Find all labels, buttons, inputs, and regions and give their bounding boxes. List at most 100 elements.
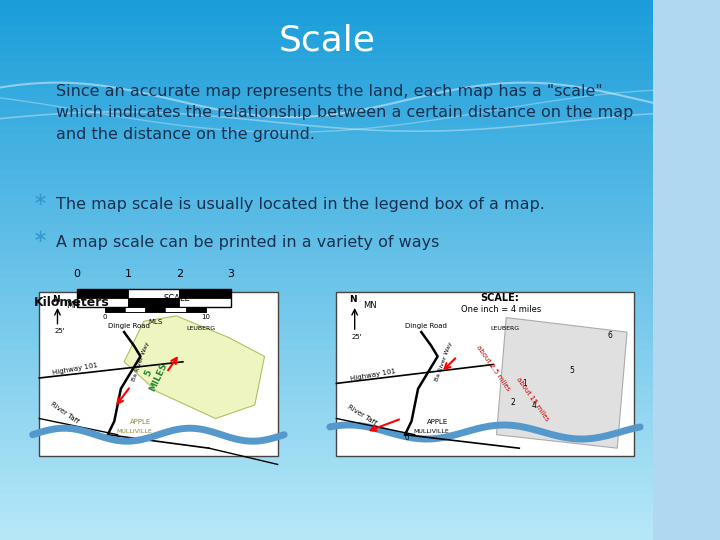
Text: SCALE:: SCALE: bbox=[480, 293, 519, 303]
Bar bbox=[0, 161, 653, 171]
Bar bbox=[0, 341, 653, 351]
Bar bbox=[0, 503, 653, 513]
Bar bbox=[166, 307, 186, 312]
Text: Highway 101: Highway 101 bbox=[349, 368, 396, 382]
Bar bbox=[0, 197, 653, 207]
Bar bbox=[0, 494, 653, 504]
Text: 25': 25' bbox=[54, 328, 65, 334]
Bar bbox=[0, 206, 653, 216]
Bar bbox=[0, 305, 653, 315]
Bar bbox=[77, 289, 230, 307]
Text: River Taff: River Taff bbox=[49, 401, 79, 425]
Bar bbox=[0, 125, 653, 135]
Text: MN: MN bbox=[363, 301, 377, 310]
Bar bbox=[125, 307, 145, 312]
Bar bbox=[0, 251, 653, 261]
Bar bbox=[0, 62, 653, 72]
Text: 25': 25' bbox=[351, 334, 362, 340]
Bar bbox=[0, 107, 653, 117]
Bar bbox=[0, 179, 653, 189]
Text: APPLE: APPLE bbox=[130, 419, 151, 425]
Text: about 2.5 miles: about 2.5 miles bbox=[475, 345, 511, 393]
Bar bbox=[77, 298, 128, 307]
Bar bbox=[0, 98, 653, 108]
Bar bbox=[0, 89, 653, 99]
Bar bbox=[0, 395, 653, 405]
Text: 3: 3 bbox=[227, 269, 234, 279]
Text: Highway 101: Highway 101 bbox=[53, 362, 99, 376]
Bar bbox=[0, 422, 653, 432]
Text: MN: MN bbox=[66, 301, 80, 310]
Text: LEUBERG: LEUBERG bbox=[186, 327, 215, 332]
Bar bbox=[0, 170, 653, 180]
Text: Kilometers: Kilometers bbox=[34, 296, 109, 309]
Bar bbox=[128, 289, 179, 298]
Bar bbox=[0, 116, 653, 126]
Bar bbox=[0, 296, 653, 306]
Bar bbox=[0, 35, 653, 45]
Bar bbox=[0, 440, 653, 450]
Bar bbox=[0, 404, 653, 414]
Text: Scale: Scale bbox=[278, 23, 375, 57]
Bar bbox=[0, 44, 653, 54]
Bar bbox=[0, 485, 653, 495]
Bar bbox=[0, 215, 653, 225]
Text: A map scale can be printed in a variety of ways: A map scale can be printed in a variety … bbox=[55, 235, 439, 250]
Bar bbox=[0, 386, 653, 396]
Text: The map scale is usually located in the legend box of a map.: The map scale is usually located in the … bbox=[55, 197, 544, 212]
Text: Dingle Road: Dingle Road bbox=[405, 323, 447, 329]
Bar bbox=[0, 287, 653, 297]
Bar bbox=[0, 332, 653, 342]
Text: 0: 0 bbox=[102, 314, 107, 320]
Text: 1: 1 bbox=[125, 269, 132, 279]
Bar bbox=[0, 521, 653, 531]
Bar bbox=[0, 233, 653, 243]
Bar bbox=[0, 314, 653, 324]
Polygon shape bbox=[124, 316, 264, 418]
Text: LEUBERG: LEUBERG bbox=[490, 327, 519, 332]
Text: Since an accurate map represents the land, each map has a "scale"
which indicate: Since an accurate map represents the lan… bbox=[55, 84, 633, 142]
Bar bbox=[104, 307, 125, 312]
Bar bbox=[0, 476, 653, 486]
Bar bbox=[128, 298, 179, 307]
Bar bbox=[0, 449, 653, 459]
Bar bbox=[0, 431, 653, 441]
Text: River Taff: River Taff bbox=[346, 404, 377, 427]
Bar bbox=[0, 152, 653, 162]
Bar bbox=[336, 292, 634, 456]
Bar bbox=[0, 0, 653, 9]
Text: ∗: ∗ bbox=[33, 191, 48, 208]
Text: 6: 6 bbox=[608, 330, 612, 340]
Bar bbox=[104, 307, 206, 312]
Bar bbox=[0, 26, 653, 36]
Bar bbox=[145, 307, 166, 312]
Bar bbox=[179, 298, 230, 307]
Text: ∗: ∗ bbox=[33, 228, 48, 246]
Polygon shape bbox=[496, 318, 627, 448]
Bar bbox=[0, 377, 653, 387]
Text: Ba River Way: Ba River Way bbox=[131, 341, 150, 382]
Bar bbox=[0, 134, 653, 144]
Text: One inch = 4 miles: One inch = 4 miles bbox=[461, 305, 541, 314]
Text: 4: 4 bbox=[531, 401, 536, 410]
Bar bbox=[0, 8, 653, 18]
Bar bbox=[77, 289, 128, 298]
Bar bbox=[0, 269, 653, 279]
Bar bbox=[39, 292, 278, 456]
Text: N: N bbox=[53, 295, 60, 305]
Bar bbox=[0, 467, 653, 477]
Text: MULLIVILLE: MULLIVILLE bbox=[116, 429, 152, 434]
Text: MULLIVILLE: MULLIVILLE bbox=[413, 429, 449, 434]
Text: APPLE: APPLE bbox=[427, 419, 449, 425]
Text: Ba River Way: Ba River Way bbox=[435, 341, 454, 382]
Bar bbox=[0, 278, 653, 288]
Bar bbox=[186, 307, 206, 312]
Bar bbox=[0, 323, 653, 333]
Text: 0: 0 bbox=[73, 269, 81, 279]
Text: Dingle Road: Dingle Road bbox=[108, 323, 150, 329]
Text: 5: 5 bbox=[570, 366, 575, 375]
Bar bbox=[0, 80, 653, 90]
Text: 5
MILES: 5 MILES bbox=[138, 357, 168, 393]
Bar bbox=[0, 530, 653, 540]
Bar bbox=[0, 359, 653, 369]
